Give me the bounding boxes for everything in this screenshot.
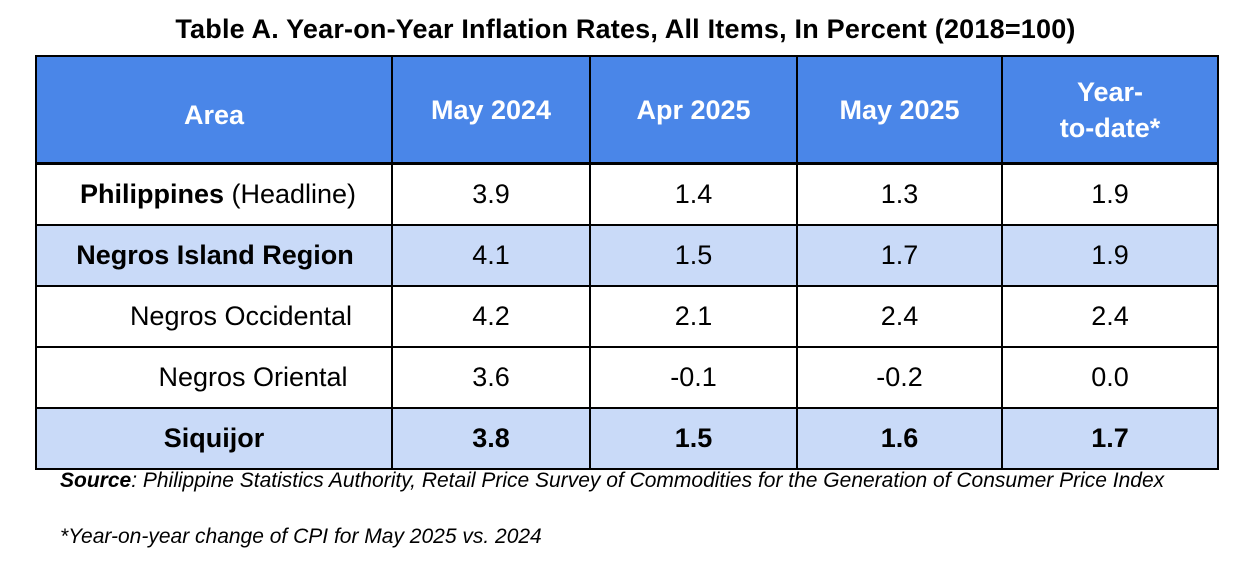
column-header-year-to-date: Year- to-date* <box>1001 55 1219 165</box>
cell-may-2025: 1.3 <box>796 162 1003 226</box>
column-header-apr-2025: Apr 2025 <box>589 55 798 165</box>
row-area-negros-island-region: Negros Island Region <box>35 224 393 287</box>
cell-may-2024: 3.9 <box>391 162 591 226</box>
column-header-may-2025: May 2025 <box>796 55 1003 165</box>
cell-may-2024: 4.2 <box>391 285 591 348</box>
inflation-table: Area May 2024 Apr 2025 May 2025 Year- to… <box>35 55 1219 470</box>
cell-apr-2025: 1.5 <box>589 407 798 470</box>
cell-year-to-date: 1.9 <box>1001 162 1219 226</box>
table-row-siquijor: Siquijor 3.8 1.5 1.6 1.7 <box>35 407 1219 470</box>
table-row-negros-occidental: Negros Occidental 4.2 2.1 2.4 2.4 <box>35 285 1219 348</box>
source-text: : Philippine Statistics Authority, Retai… <box>131 469 1165 492</box>
source-label: Source <box>60 469 132 492</box>
cell-may-2024: 3.6 <box>391 346 591 409</box>
cell-may-2024: 3.8 <box>391 407 591 470</box>
column-header-ytd-line2: to-date* <box>1059 112 1161 143</box>
column-header-ytd-line1: Year- <box>1076 76 1144 107</box>
cell-apr-2025: 1.5 <box>589 224 798 287</box>
table-row-negros-island-region: Negros Island Region 4.1 1.5 1.7 1.9 <box>35 224 1219 287</box>
cell-may-2025: 1.7 <box>796 224 1003 287</box>
row-area-negros-oriental: Negros Oriental <box>35 346 393 409</box>
table-row-negros-oriental: Negros Oriental 3.6 -0.1 -0.2 0.0 <box>35 346 1219 409</box>
cell-apr-2025: 2.1 <box>589 285 798 348</box>
table-title: Table A. Year-on-Year Inflation Rates, A… <box>175 14 1076 44</box>
row-area-suffix-headline: (Headline) <box>223 179 357 209</box>
cell-year-to-date: 1.9 <box>1001 224 1219 287</box>
row-area-bold-philippines: Philippines <box>79 179 224 209</box>
table-row-philippines: Philippines (Headline) 3.9 1.4 1.3 1.9 <box>35 162 1219 226</box>
column-header-area: Area <box>35 55 393 165</box>
cell-year-to-date: 2.4 <box>1001 285 1219 348</box>
row-area-siquijor: Siquijor <box>35 407 393 470</box>
cell-year-to-date: 1.7 <box>1001 407 1219 470</box>
row-area-philippines: Philippines (Headline) <box>35 162 393 226</box>
table-header-row: Area May 2024 Apr 2025 May 2025 Year- to… <box>35 55 1219 165</box>
cell-may-2024: 4.1 <box>391 224 591 287</box>
cell-apr-2025: 1.4 <box>589 162 798 226</box>
cell-apr-2025: -0.1 <box>589 346 798 409</box>
cell-may-2025: 1.6 <box>796 407 1003 470</box>
cell-year-to-date: 0.0 <box>1001 346 1219 409</box>
asterisk-footnote: *Year-on-year change of CPI for May 2025… <box>60 525 542 548</box>
cell-may-2025: -0.2 <box>796 346 1003 409</box>
source-note: Source: Philippine Statistics Authority,… <box>60 469 1180 493</box>
row-area-negros-occidental: Negros Occidental <box>35 285 393 348</box>
cell-may-2025: 2.4 <box>796 285 1003 348</box>
column-header-may-2024: May 2024 <box>391 55 591 165</box>
